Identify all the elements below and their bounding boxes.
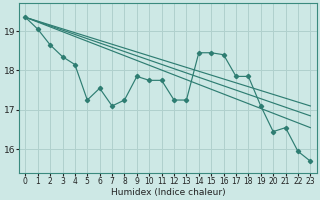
X-axis label: Humidex (Indice chaleur): Humidex (Indice chaleur) <box>110 188 225 197</box>
